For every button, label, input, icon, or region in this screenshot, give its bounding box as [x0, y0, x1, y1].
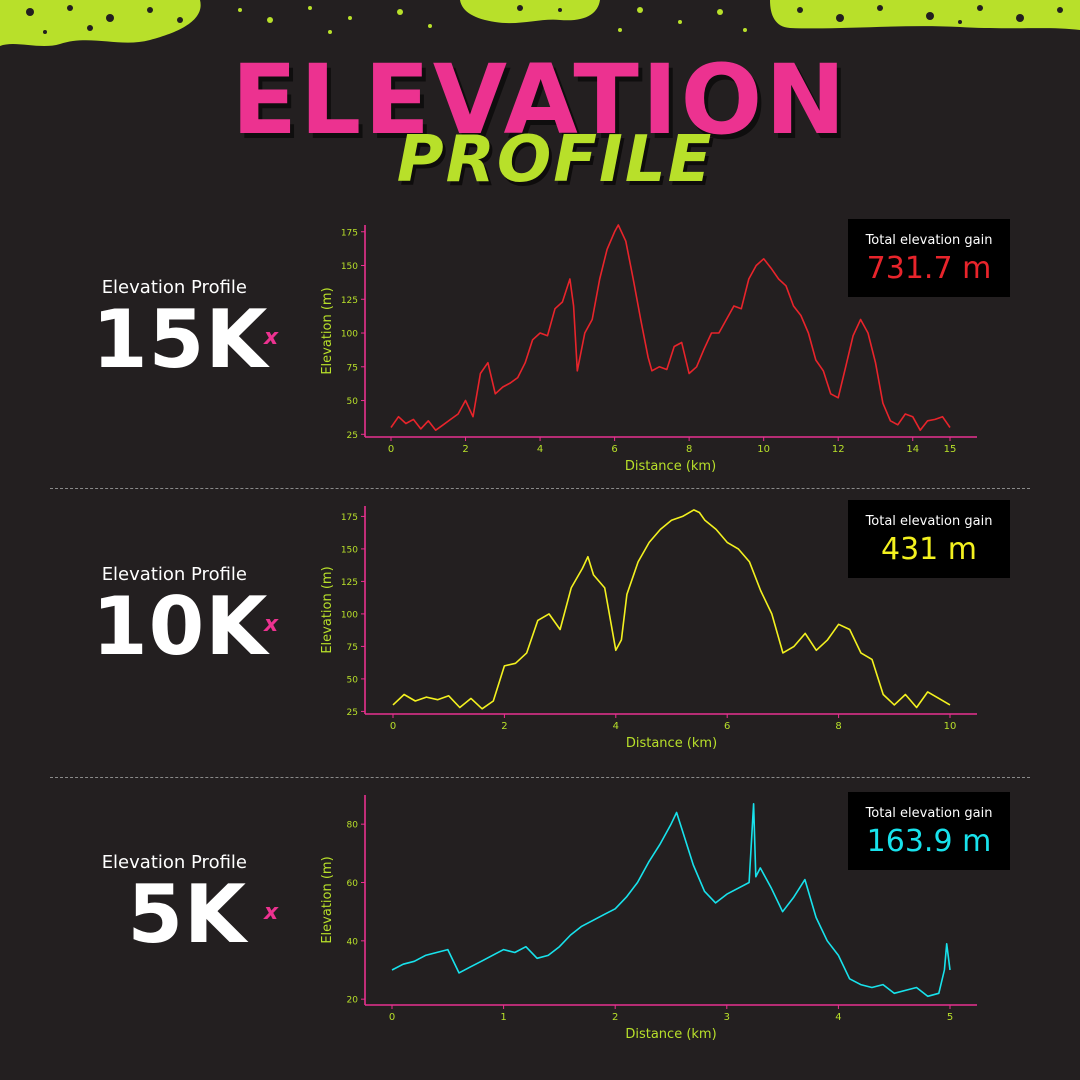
row-15k-label: Elevation Profile 15K [92, 277, 269, 386]
x-axis-label: Distance (km) [625, 1027, 716, 1042]
paint-splatter-decoration [0, 0, 1080, 46]
x-tick-label: 5 [947, 1012, 953, 1023]
x-tick-label: 10 [757, 444, 770, 455]
y-axis-label: Elevation (m) [320, 566, 335, 653]
x-tick-label: 1 [500, 1012, 506, 1023]
row-distance: 15K [92, 293, 269, 386]
x-tick-label: 4 [537, 444, 543, 455]
row-caption: Elevation Profile [101, 852, 247, 873]
elevation-series-line [390, 224, 951, 431]
y-tick-label: 25 [347, 431, 358, 441]
elevation-chart-15k: 25 50 75 100 125 150 175 0 2 4 6 8 10 12 14 15 Distance … [320, 224, 977, 474]
x-tick-label: 0 [388, 444, 394, 455]
y-tick-label: 150 [341, 262, 358, 272]
section-divider [50, 488, 1030, 489]
y-tick-label: 75 [347, 643, 358, 653]
x-tick-label: 6 [611, 444, 617, 455]
y-tick-label: 75 [347, 363, 358, 373]
gain-value: 163.9 m [866, 824, 992, 859]
y-tick-label: 100 [341, 610, 358, 620]
y-tick-label: 40 [347, 937, 359, 947]
x-tick-label: 2 [612, 1012, 618, 1023]
row-distance: 5K [127, 868, 247, 961]
row-distance: 10K [92, 580, 269, 673]
gain-label: Total elevation gain [865, 233, 993, 248]
gain-value: 431 m [880, 532, 978, 567]
gain-label: Total elevation gain [865, 806, 993, 821]
gain-box-15k: Total elevation gain 731.7 m [848, 219, 1010, 297]
y-tick-label: 50 [347, 397, 359, 407]
x-tick-label: 4 [835, 1012, 841, 1023]
elevation-series-line [392, 509, 951, 710]
gain-label: Total elevation gain [865, 514, 993, 529]
y-tick-label: 175 [341, 228, 358, 238]
x-tick-label: 10 [944, 721, 957, 732]
row-5k-label: Elevation Profile 5K [92, 852, 247, 955]
x-tick-label: 14 [906, 444, 919, 455]
x-tick-label: 2 [462, 444, 468, 455]
elevation-chart-5k: 20 40 60 80 0 1 2 3 4 5 Distance (km) Elevation (m) [320, 795, 977, 1042]
row-10k-label: Elevation Profile 10K [92, 564, 269, 673]
section-divider [50, 777, 1030, 778]
x-tick-label: 4 [613, 721, 619, 732]
x-tick-label: 8 [686, 444, 692, 455]
gain-box-5k: Total elevation gain 163.9 m [848, 792, 1010, 870]
x-mark-icon: x [264, 325, 279, 350]
y-tick-label: 100 [341, 330, 358, 340]
elevation-chart-10k: 25 50 75 100 125 150 175 0 2 4 6 8 10 Distance (km) El… [320, 506, 977, 751]
elevation-series-line [391, 802, 951, 998]
y-tick-label: 80 [347, 821, 359, 831]
x-tick-label: 8 [835, 721, 841, 732]
x-axis-label: Distance (km) [626, 736, 717, 751]
y-tick-label: 25 [347, 708, 358, 718]
y-tick-label: 60 [347, 879, 359, 889]
x-tick-label: 0 [389, 1012, 395, 1023]
y-tick-label: 125 [341, 578, 358, 588]
x-tick-label: 6 [724, 721, 730, 732]
row-caption: Elevation Profile [101, 564, 247, 585]
y-axis-label: Elevation (m) [320, 856, 335, 943]
y-tick-label: 175 [341, 513, 358, 523]
x-tick-label: 3 [724, 1012, 730, 1023]
x-axis-label: Distance (km) [625, 459, 716, 474]
x-tick-label: 12 [832, 444, 845, 455]
page-title: ELEVATION [231, 44, 849, 156]
y-axis-label: Elevation (m) [320, 287, 335, 374]
x-tick-label: 15 [944, 444, 957, 455]
page-subtitle: PROFILE [396, 123, 714, 197]
y-tick-label: 20 [347, 996, 359, 1006]
x-mark-icon: x [264, 612, 279, 637]
x-mark-icon: x [264, 900, 279, 925]
gain-value: 731.7 m [866, 251, 992, 286]
row-caption: Elevation Profile [101, 277, 247, 298]
x-tick-label: 0 [390, 721, 396, 732]
y-tick-label: 125 [341, 296, 358, 306]
y-tick-label: 50 [347, 675, 359, 685]
gain-box-10k: Total elevation gain 431 m [848, 500, 1010, 578]
x-tick-label: 2 [501, 721, 507, 732]
y-tick-label: 150 [341, 545, 358, 555]
